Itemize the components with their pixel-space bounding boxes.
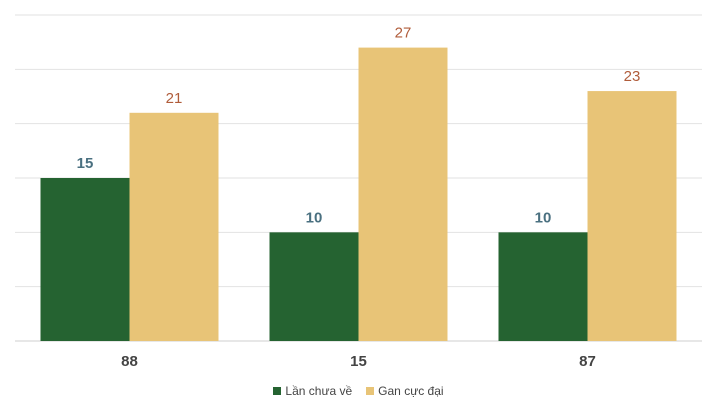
- data-label-series-0-cat-1: 10: [306, 209, 323, 226]
- data-labels: 15 21 10 27 10 23: [77, 25, 641, 227]
- data-label-series-1-cat-0: 21: [166, 90, 183, 107]
- legend-swatch-series-0: [273, 387, 282, 395]
- x-tick-label-0: 88: [121, 353, 138, 370]
- data-label-series-1-cat-2: 23: [624, 68, 641, 85]
- bar-series-0-cat-2[interactable]: [498, 232, 588, 341]
- bars: [40, 47, 677, 341]
- x-tick-label-1: 15: [350, 353, 367, 370]
- bar-series-0-cat-1[interactable]: [269, 232, 359, 341]
- x-axis-tick-labels: 88 15 87: [121, 353, 596, 370]
- data-label-series-1-cat-1: 27: [395, 25, 412, 42]
- legend-label-series-1: Gan cực đại: [378, 384, 444, 398]
- bar-series-1-cat-1[interactable]: [358, 47, 448, 341]
- bar-series-1-cat-0[interactable]: [129, 112, 219, 341]
- data-label-series-0-cat-2: 10: [535, 209, 552, 226]
- data-label-series-0-cat-0: 15: [77, 155, 94, 172]
- legend-item-series-0[interactable]: Lần chưa về: [273, 384, 352, 398]
- legend-item-series-1[interactable]: Gan cực đại: [366, 384, 444, 398]
- legend-swatch-series-1: [366, 387, 375, 395]
- bar-series-0-cat-0[interactable]: [40, 178, 130, 341]
- legend-label-series-0: Lần chưa về: [285, 384, 353, 398]
- legend: Lần chưa về Gan cực đại: [0, 384, 717, 398]
- bar-series-1-cat-2[interactable]: [587, 91, 677, 341]
- x-tick-label-2: 87: [579, 353, 596, 370]
